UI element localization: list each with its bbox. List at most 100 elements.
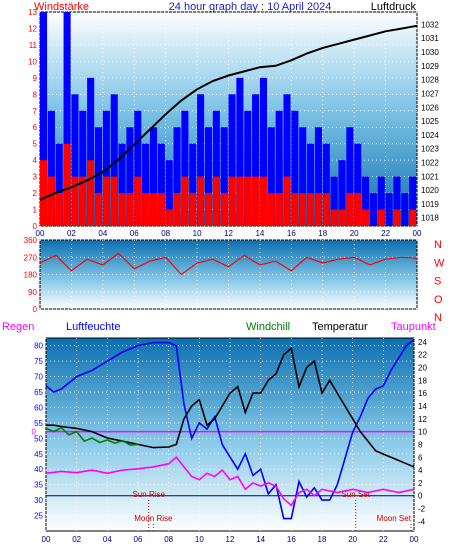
wind-gust-bar [94,127,103,226]
time-tick-label: 14 [255,229,264,238]
wind-speed-bar [40,160,48,226]
wind-gust-bar [362,176,370,226]
pressure-tick-label: 1032 [421,20,439,29]
pressure-tick-label: 1019 [421,200,439,209]
time-tick-label: 20 [350,229,359,238]
sun-event-label: Sun Set [341,490,370,499]
wind-tick-label: 0 [33,222,38,231]
humidity-tick-label: 70 [34,373,43,382]
wind-gust-bar [149,127,158,226]
legend-rain: Regen [2,321,34,333]
wind-speed-bar [173,193,181,226]
temperature-tick-label: 14 [418,402,427,411]
wind-direction-line [39,252,418,276]
compass-label: N [434,312,442,324]
windchill-line [45,426,139,446]
temperature-tick-label: 20 [418,363,427,372]
wind-gust-bar [369,193,377,226]
pressure-tick-label: 1022 [421,158,439,167]
wind-speed-bar [55,193,63,226]
wind-tick-label: 7 [33,107,38,116]
wind-gust-bar [244,110,252,226]
wind-tick-label: 13 [28,8,37,17]
wind-speed-bar [181,176,189,226]
time-tick-label: 12 [226,535,235,544]
legend-windchill: Windchill [246,321,290,333]
wind-speed-bar [126,193,134,226]
climate-legend: Regen Luftfeuchte Windchill Temperatur T… [2,321,436,333]
wind-gust-bar [126,127,134,226]
time-tick-label: 18 [318,229,327,238]
compass-label: N [434,239,442,251]
wind-speed-bar [259,176,267,226]
time-tick-label: 00 [413,229,422,238]
humidity-tick-label: 60 [34,403,43,412]
pressure-tick-label: 1020 [421,186,439,195]
time-tick-label: 22 [381,229,390,238]
wind-gust-bar [134,110,142,226]
wind-gust-bar [189,143,197,226]
direction-tick-label: 90 [28,288,37,297]
wind-gust-bar [71,94,79,226]
time-tick-label: 00 [36,229,45,238]
wind-speed-bar [228,176,236,226]
wind-gust-bar [252,94,260,226]
wind-gust-bar [330,176,338,226]
time-tick-label: 12 [224,229,233,238]
wind-speed-bar [79,176,87,226]
wind-speed-bar [197,176,205,226]
compass-label: W [434,257,445,269]
wind-speed-bar [338,209,346,226]
wind-speed-bar [236,176,244,226]
wind-gust-bar [197,94,205,226]
temperature-tick-label: 18 [418,376,427,385]
climate-chart: 253035404550556065707580-4-2024681012141… [32,338,428,544]
header-right-label: Luftdruck [371,1,417,13]
humidity-tick-label: 40 [34,465,43,474]
wind-gust-bar [165,160,173,226]
wind-speed-bar [346,193,354,226]
wind-gust-bar [55,143,63,226]
wind-speed-bar [244,176,252,226]
time-tick-label: 08 [161,229,170,238]
wind-tick-label: 9 [33,74,38,83]
wind-speed-bar [299,193,307,226]
temperature-tick-label: 24 [418,338,427,347]
wind-tick-label: 1 [33,206,38,215]
time-tick-label: 10 [193,229,202,238]
rain-axis-label: 0 [32,428,37,437]
wind-tick-label: 11 [29,41,38,50]
wind-speed-bar [47,176,55,226]
wind-gust-bar [173,127,181,226]
time-tick-label: 00 [42,535,51,544]
wind-speed-bar [220,193,228,226]
dewpoint-line [45,456,415,507]
wind-speed-bar [377,209,385,226]
moon-event-label: Moon Rise [134,514,173,523]
wind-speed-bar [267,193,275,226]
pressure-line [39,24,418,201]
wind-gust-bar [299,127,307,226]
direction-tick-label: 360 [24,236,38,245]
time-tick-label: 04 [103,535,112,544]
wind-speed-bar [393,209,401,226]
wind-gust-bar [63,12,71,226]
time-tick-label: 22 [379,535,388,544]
wind-speed-bar [110,176,118,226]
time-tick-label: 10 [195,535,204,544]
time-tick-label: 04 [98,229,107,238]
wind-speed-bar [212,176,220,226]
wind-gust-bar [314,127,322,226]
wind-gust-bar [346,127,354,226]
wind-tick-label: 6 [33,123,38,132]
wind-tick-label: 5 [33,140,38,149]
wind-speed-bar [102,176,110,226]
compass-label: S [434,276,441,288]
pressure-tick-label: 1023 [421,145,439,154]
wind-speed-bar [157,193,165,226]
wind-gust-bar [401,193,409,226]
wind-speed-bar [165,209,173,226]
